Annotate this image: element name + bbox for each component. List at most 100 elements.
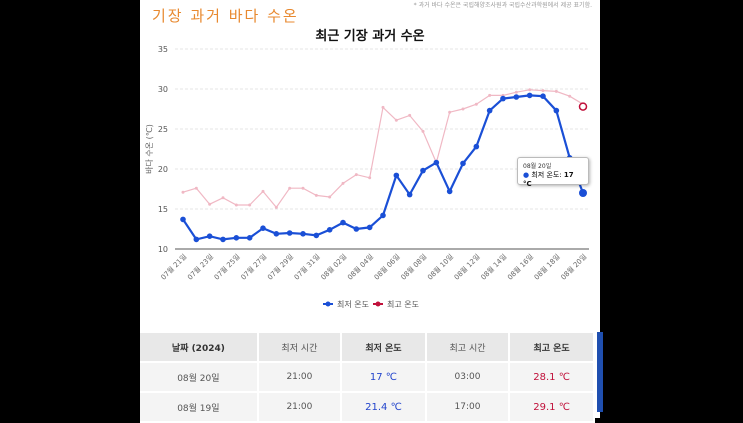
point-high bbox=[448, 110, 452, 114]
point-low bbox=[193, 236, 200, 243]
x-tick-label: 07월 27일 bbox=[239, 252, 269, 282]
x-tick-label: 08월 16일 bbox=[505, 252, 535, 282]
point-low bbox=[273, 231, 280, 237]
y-tick-label: 10 bbox=[158, 245, 168, 254]
chart-title: 최근 기장 과거 수온 bbox=[315, 29, 425, 44]
point-low bbox=[406, 191, 413, 198]
point-high bbox=[488, 93, 492, 97]
point-high bbox=[541, 89, 545, 93]
y-tick-label: 15 bbox=[158, 205, 168, 214]
y-tick-label: 30 bbox=[158, 85, 168, 94]
point-low bbox=[420, 167, 426, 174]
point-high bbox=[301, 186, 305, 190]
col-low-time: 최저 시간 bbox=[258, 333, 343, 363]
point-high bbox=[181, 190, 185, 194]
point-low bbox=[246, 235, 253, 241]
point-low bbox=[220, 236, 226, 243]
point-low bbox=[540, 93, 546, 99]
cell-high-time: 03:00 bbox=[426, 363, 511, 393]
point-high bbox=[288, 186, 292, 190]
y-tick-label: 25 bbox=[158, 125, 168, 134]
point-high bbox=[568, 94, 572, 98]
point-high bbox=[461, 107, 465, 111]
point-low bbox=[500, 95, 506, 102]
point-high bbox=[528, 88, 532, 92]
point-high bbox=[261, 189, 265, 193]
cell-high-temp: 28.1 ℃ bbox=[510, 363, 595, 393]
table-header-row: 날짜 (2024) 최저 시간 최저 온도 최고 시간 최고 온도 bbox=[140, 333, 595, 363]
cell-date: 08월 20일 bbox=[140, 363, 259, 393]
point-low bbox=[553, 107, 560, 114]
cell-low-time: 21:00 bbox=[258, 363, 343, 393]
table-row: 08월 19일 21:00 21.4 ℃ 17:00 29.1 ℃ bbox=[140, 393, 595, 423]
legend-label: 최저 온도 bbox=[337, 299, 369, 309]
y-tick-label: 20 bbox=[158, 165, 168, 174]
point-high bbox=[314, 193, 318, 197]
cell-low-time: 21:00 bbox=[258, 393, 343, 423]
x-tick-label: 08월 14일 bbox=[479, 252, 509, 282]
point-low bbox=[260, 225, 266, 231]
x-tick-label: 07월 29일 bbox=[265, 252, 295, 282]
point-low bbox=[180, 216, 186, 223]
col-high-temp: 최고 온도 bbox=[510, 333, 595, 363]
cell-high-temp: 29.1 ℃ bbox=[510, 393, 595, 423]
point-high bbox=[368, 176, 372, 180]
point-low bbox=[486, 107, 493, 114]
point-low bbox=[433, 159, 440, 166]
point-low bbox=[579, 189, 587, 197]
x-tick-label: 08월 20일 bbox=[559, 252, 589, 282]
point-high bbox=[234, 203, 238, 207]
temperature-table: 날짜 (2024) 최저 시간 최저 온도 최고 시간 최고 온도 08월 20… bbox=[140, 333, 595, 423]
col-date: 날짜 (2024) bbox=[140, 333, 259, 363]
point-high bbox=[274, 205, 278, 209]
x-tick-label: 08월 04일 bbox=[345, 252, 375, 282]
chart-tooltip: 08월 20일 ● 최저 온도: 17 °C bbox=[517, 157, 589, 188]
point-high bbox=[408, 113, 412, 117]
point-low bbox=[393, 172, 400, 179]
point-high bbox=[221, 196, 225, 200]
point-high bbox=[394, 118, 398, 122]
point-low bbox=[313, 232, 320, 239]
tooltip-date: 08월 20일 bbox=[523, 163, 552, 170]
point-high bbox=[354, 173, 358, 177]
point-low bbox=[340, 219, 346, 226]
x-tick-label: 08월 06일 bbox=[372, 252, 402, 282]
side-scroll-strip[interactable] bbox=[597, 332, 603, 412]
point-low bbox=[460, 160, 466, 167]
x-tick-label: 08월 12일 bbox=[452, 252, 482, 282]
point-high bbox=[554, 89, 558, 93]
point-high-hover bbox=[578, 102, 588, 111]
point-high bbox=[248, 203, 252, 207]
x-tick-label: 07월 21일 bbox=[159, 252, 189, 282]
x-tick-label: 07월 31일 bbox=[292, 252, 322, 282]
cell-low-temp: 21.4 ℃ bbox=[342, 393, 427, 423]
tooltip-dot-icon: ● bbox=[523, 171, 530, 179]
point-low bbox=[326, 227, 333, 233]
y-axis-label: 바다 수온 (℃) bbox=[144, 124, 154, 174]
legend-label: 최고 온도 bbox=[387, 299, 419, 309]
legend-marker-dot bbox=[325, 301, 331, 307]
point-low bbox=[380, 212, 386, 219]
point-high bbox=[194, 186, 198, 190]
col-high-time: 최고 시간 bbox=[426, 333, 511, 363]
cell-high-time: 17:00 bbox=[426, 393, 511, 423]
x-tick-label: 08월 18일 bbox=[532, 252, 562, 282]
point-low bbox=[513, 94, 520, 100]
tooltip-label: 최저 온도: bbox=[531, 171, 562, 179]
point-high bbox=[341, 181, 345, 185]
x-tick-label: 08월 02일 bbox=[319, 252, 349, 282]
point-low bbox=[446, 188, 453, 195]
x-tick-label: 08월 08일 bbox=[399, 252, 429, 282]
section-heading: 기장 과거 바다 수온 bbox=[152, 7, 299, 25]
point-high bbox=[208, 202, 212, 206]
cell-low-temp: 17 ℃ bbox=[342, 363, 427, 393]
tooltip-value: 17 °C bbox=[523, 171, 574, 188]
x-tick-label: 07월 25일 bbox=[212, 252, 242, 282]
point-high bbox=[514, 90, 518, 94]
cell-date: 08월 19일 bbox=[140, 393, 259, 423]
point-low bbox=[366, 224, 373, 231]
legend-marker-dot bbox=[375, 301, 381, 307]
point-high bbox=[381, 105, 385, 109]
point-low bbox=[353, 226, 360, 232]
